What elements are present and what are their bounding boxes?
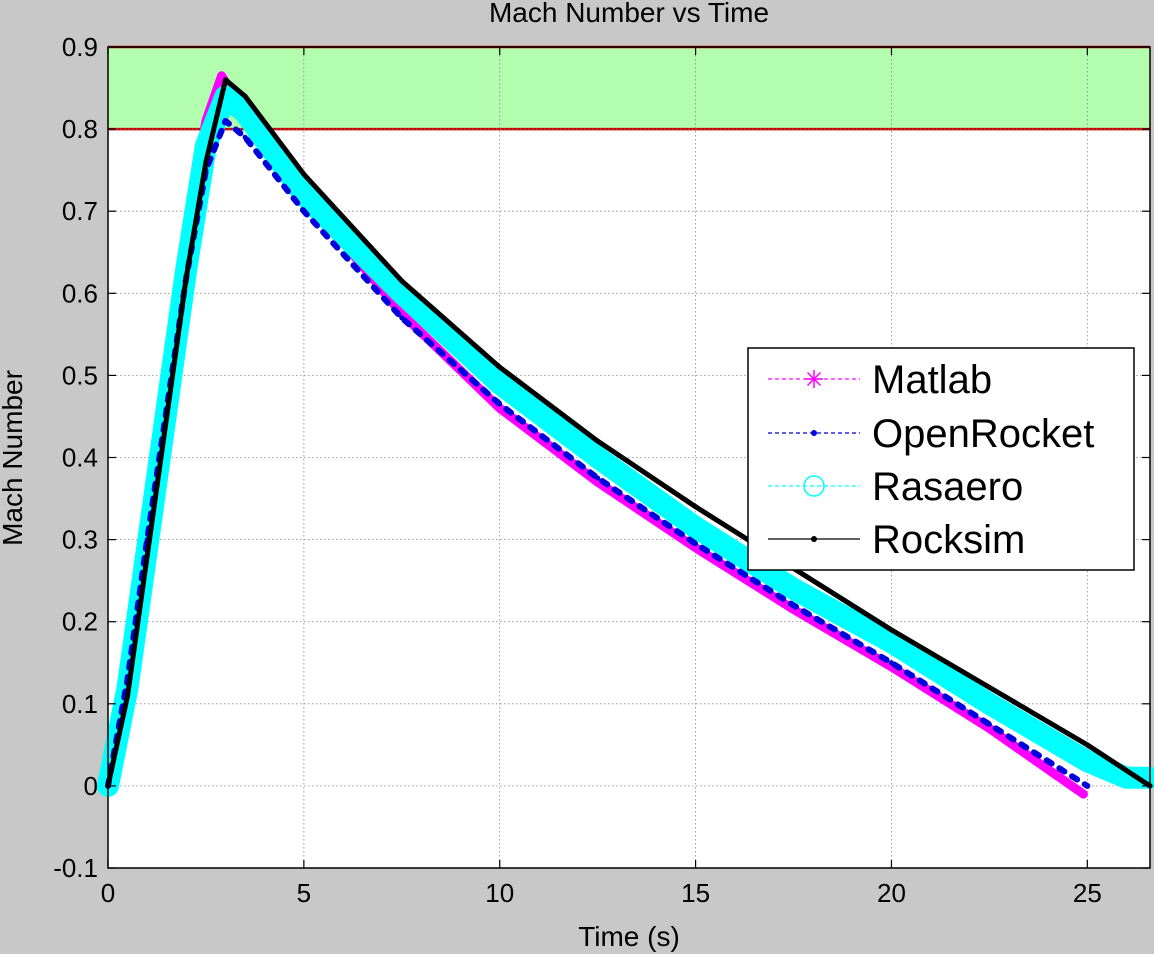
data-point-rasaero [491,375,508,392]
series-line-rocksim [105,77,1153,789]
legend: Matlab OpenRocket Rasaero Rocksim [747,347,1135,571]
data-point-rocksim [693,504,699,510]
legend-marker-rocksim [811,536,817,542]
chart-title: Mach Number vs Time [489,0,769,28]
data-point-rasaero [883,634,900,651]
data-point-openrocket [986,721,992,727]
data-point-matlab [595,479,601,485]
data-point-matlab [1080,791,1086,797]
data-point-openrocket [1084,783,1090,789]
y-tick-label: 0.6 [62,278,98,308]
x-tick-label: 0 [101,878,115,908]
data-point-rasaero [237,104,254,121]
legend-label-matlab: Matlab [872,358,992,402]
shaded-band [108,47,1150,130]
y-tick-label: 0.8 [62,114,98,144]
legend-marker-rasaero [803,475,825,497]
legend-label-openrocket: OpenRocket [872,412,1094,456]
legend-box [747,347,1135,571]
series-layer [97,71,1154,799]
data-point-openrocket [399,315,405,321]
data-point-rocksim [144,553,150,559]
data-point-rocksim [986,684,992,690]
y-tick-label: -0.1 [53,853,98,883]
y-tick-label: 0.4 [62,443,98,473]
data-point-rocksim [183,274,189,280]
y-tick-label: 0.2 [62,607,98,637]
legend-items: Matlab OpenRocket Rasaero Rocksim [768,358,1094,562]
data-point-openrocket [595,475,601,481]
data-point-rocksim [301,171,307,177]
data-point-rocksim [125,693,131,699]
x-tick-label: 5 [297,878,311,908]
data-point-matlab [986,725,992,731]
data-point-openrocket [693,541,699,547]
data-point-matlab [497,405,503,411]
data-point-openrocket [888,660,894,666]
data-point-matlab [693,545,699,551]
data-point-openrocket [791,602,797,608]
data-point-rocksim [164,413,170,419]
data-point-rocksim [1084,742,1090,748]
legend-label-rocksim: Rocksim [872,518,1025,562]
y-tick-label: 0.9 [62,32,98,62]
data-point-openrocket [497,401,503,407]
y-tick-label: 0 [84,771,98,801]
x-tick-label: 15 [681,878,710,908]
data-point-rocksim [497,364,503,370]
data-point-rasaero [589,449,606,466]
legend-marker-openrocket [811,430,817,436]
data-point-rocksim [399,278,405,284]
data-point-rocksim [242,93,248,99]
x-tick-label: 10 [485,878,514,908]
x-tick-label: 25 [1073,878,1102,908]
data-point-rasaero [785,580,802,597]
data-point-openrocket [301,208,307,214]
data-point-rasaero [295,186,312,203]
y-tick-label: 0.3 [62,525,98,555]
legend-label-rasaero: Rasaero [872,465,1023,509]
data-point-openrocket [242,134,248,140]
data-point-rasaero [981,695,998,712]
data-point-rocksim [223,77,229,83]
data-point-rocksim [203,159,209,165]
data-point-rocksim [888,627,894,633]
data-point-openrocket [223,118,229,124]
legend-marker-matlab [806,371,822,387]
data-point-matlab [219,73,225,79]
tick-layer: 0 5 10 15 20 25-0.100.10.20.30.40.50.60.70.80… [53,32,1150,908]
x-axis-label: Time (s) [578,921,680,952]
data-point-rocksim [595,438,601,444]
y-axis-label: Mach Number [0,370,28,546]
data-point-rasaero [687,519,704,536]
x-tick-label: 20 [877,878,906,908]
data-point-rasaero [393,285,410,302]
shaded-band-layer [108,45,1150,131]
y-tick-label: 0.7 [62,196,98,226]
y-tick-label: 0.1 [62,689,98,719]
data-point-rasaero [1079,753,1096,770]
y-tick-label: 0.5 [62,360,98,390]
